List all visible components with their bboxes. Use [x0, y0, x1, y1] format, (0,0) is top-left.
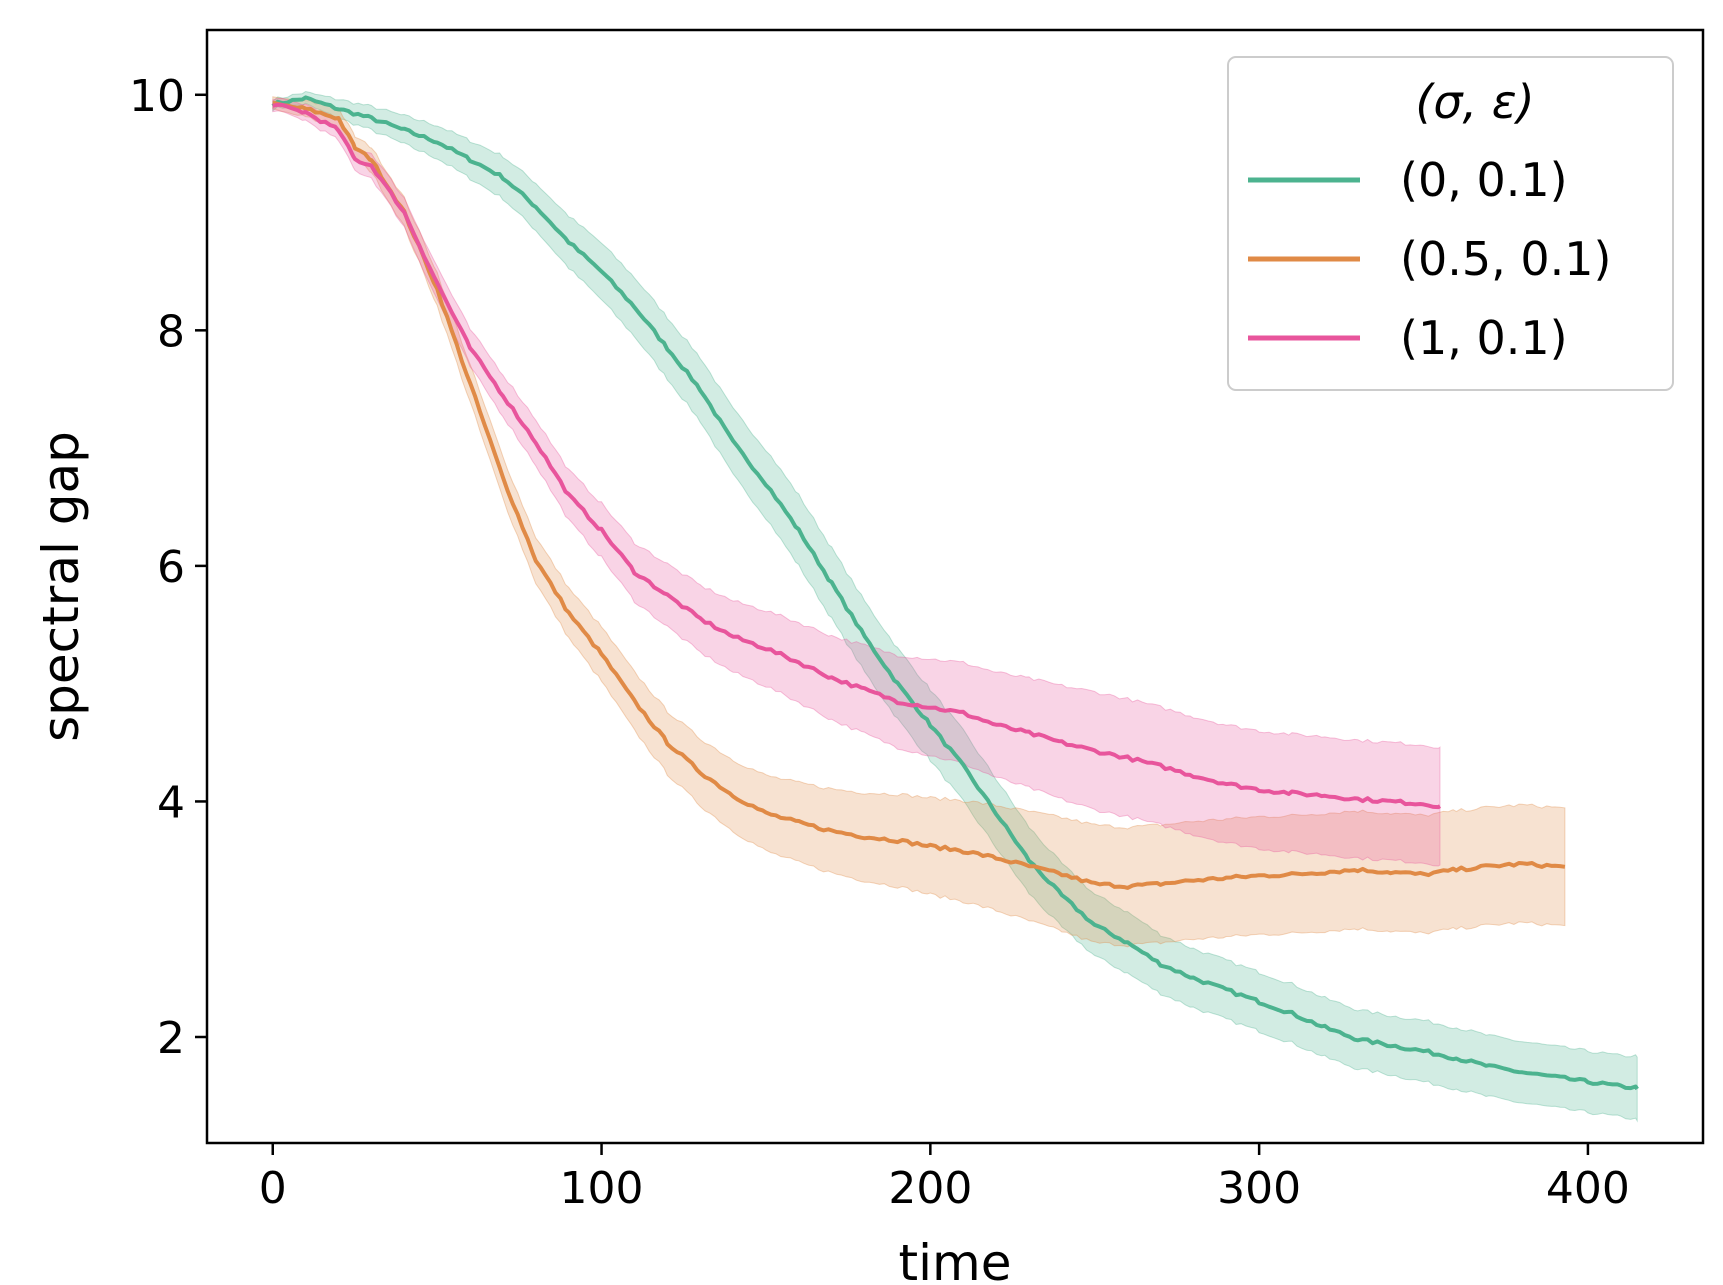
x-axis-title: time: [899, 1234, 1012, 1285]
y-axis: 2 4 6 8 10: [129, 71, 207, 1064]
band-0-5-0-1: [272, 96, 1566, 948]
y-tick-label: 2: [157, 1013, 185, 1064]
series-line-1-0-1: [272, 102, 1442, 810]
x-tick-label: 200: [888, 1163, 972, 1214]
plot-frame: [205, 28, 1705, 1145]
series-line-0-0-1: [271, 95, 1639, 1091]
y-axis-title: spectral gap: [32, 431, 90, 742]
band-0-0-1: [272, 90, 1638, 1123]
legend-box: [1227, 56, 1674, 391]
legend-label-0-0-1: (0, 0.1): [1400, 153, 1568, 207]
y-tick-label: 6: [157, 542, 185, 593]
legend-label-0-5-0-1: (0.5, 0.1): [1400, 232, 1611, 286]
confidence-bands: [272, 90, 1638, 1123]
y-tick-label: 4: [157, 777, 185, 828]
legend: (σ, ε) (0, 0.1) (0.5, 0.1) (1, 0.1): [1227, 56, 1674, 391]
series-lines: [271, 95, 1639, 1091]
y-tick-label: 10: [129, 71, 185, 122]
band-1-0-1: [272, 97, 1441, 867]
x-axis: 0 100 200 300 400: [259, 1143, 1630, 1214]
y-tick-label: 8: [157, 306, 185, 357]
legend-label-1-0-1: (1, 0.1): [1400, 311, 1568, 365]
legend-entries: (0, 0.1) (0.5, 0.1) (1, 0.1): [1248, 153, 1611, 365]
x-tick-label: 400: [1546, 1163, 1630, 1214]
series-line-0-5-0-1: [272, 100, 1566, 890]
legend-title: (σ, ε): [1415, 75, 1534, 129]
x-tick-label: 0: [259, 1163, 287, 1214]
x-tick-label: 300: [1217, 1163, 1301, 1214]
x-tick-label: 100: [560, 1163, 644, 1214]
